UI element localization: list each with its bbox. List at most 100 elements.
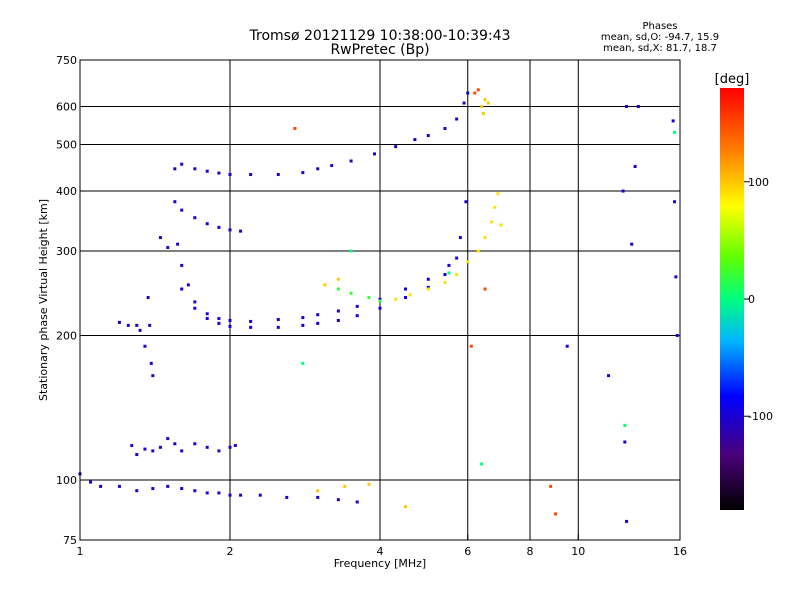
- x-tick-label: 2: [227, 545, 234, 558]
- data-point: [249, 325, 253, 329]
- data-point: [469, 344, 473, 348]
- data-point: [316, 167, 320, 171]
- data-point: [343, 484, 347, 488]
- data-point: [228, 493, 232, 497]
- data-point: [480, 105, 484, 109]
- data-point: [336, 309, 340, 313]
- data-point: [239, 493, 243, 497]
- data-point: [330, 164, 334, 168]
- x-tick-label: 10: [571, 545, 585, 558]
- chart-title: Tromsø 20121129 10:38:00-10:39:43: [249, 28, 511, 44]
- data-point: [464, 200, 468, 204]
- data-point: [135, 489, 139, 493]
- data-point: [173, 442, 177, 446]
- data-point: [173, 167, 177, 171]
- data-point: [316, 321, 320, 325]
- data-point: [403, 296, 407, 300]
- data-point: [316, 495, 320, 499]
- x-tick-label: 6: [464, 545, 471, 558]
- y-tick-label: 75: [63, 534, 77, 547]
- data-point: [193, 167, 197, 171]
- y-tick-label: 100: [56, 474, 77, 487]
- data-point: [217, 491, 221, 495]
- phase-stats-title: Phases: [642, 21, 678, 32]
- data-point: [249, 173, 253, 177]
- data-point: [180, 263, 184, 267]
- data-point: [553, 512, 557, 516]
- data-point: [349, 249, 353, 253]
- data-point: [466, 91, 470, 95]
- data-point: [483, 287, 487, 291]
- data-point: [217, 317, 221, 321]
- data-point: [176, 242, 180, 246]
- y-tick-label: 200: [56, 330, 77, 343]
- data-point: [205, 169, 209, 173]
- data-point: [373, 152, 377, 156]
- data-point: [166, 437, 170, 441]
- data-point: [316, 489, 320, 493]
- data-point: [158, 236, 162, 240]
- data-point: [205, 445, 209, 449]
- data-point: [349, 159, 353, 163]
- data-point: [301, 361, 305, 365]
- data-point: [625, 105, 629, 109]
- data-point: [130, 444, 134, 448]
- data-point: [447, 271, 451, 275]
- data-point: [249, 319, 253, 323]
- data-point: [621, 189, 625, 193]
- data-point: [193, 300, 197, 304]
- data-point: [205, 317, 209, 321]
- data-point: [462, 101, 466, 105]
- data-point: [148, 323, 152, 327]
- colorbar-tick-label: 0: [748, 293, 755, 306]
- data-point: [193, 489, 197, 493]
- data-point: [403, 287, 407, 291]
- data-point: [367, 482, 371, 486]
- data-point: [316, 313, 320, 317]
- data-point: [466, 260, 470, 264]
- data-point: [205, 312, 209, 316]
- data-point: [455, 117, 459, 121]
- x-axis-ticks: 1 2 4 6 8 10 16: [77, 534, 687, 558]
- data-point: [455, 256, 459, 260]
- data-point: [355, 500, 359, 504]
- data-point: [336, 318, 340, 322]
- data-point: [180, 487, 184, 491]
- data-point: [476, 249, 480, 253]
- data-point: [180, 208, 184, 212]
- data-point: [443, 273, 447, 277]
- data-point: [193, 442, 197, 446]
- data-point: [301, 171, 305, 175]
- data-point: [158, 445, 162, 449]
- data-point: [378, 297, 382, 301]
- data-point: [117, 484, 121, 488]
- data-point: [633, 164, 637, 168]
- data-point: [151, 487, 155, 491]
- colorbar: [720, 88, 744, 510]
- y-tick-label: 400: [56, 185, 77, 198]
- data-point: [151, 449, 155, 453]
- data-point: [301, 316, 305, 320]
- data-point: [239, 229, 243, 233]
- data-point: [89, 480, 93, 484]
- data-point: [367, 296, 371, 300]
- data-point: [180, 162, 184, 166]
- data-point: [607, 374, 611, 378]
- data-point: [146, 296, 150, 300]
- data-point: [293, 126, 297, 130]
- data-point: [490, 220, 494, 224]
- data-point: [623, 440, 627, 444]
- data-point: [674, 275, 678, 279]
- data-point: [336, 498, 340, 502]
- data-point: [481, 112, 485, 116]
- data-point: [483, 98, 487, 102]
- colorbar-ticks: 100 0 -100: [744, 176, 773, 423]
- colorbar-tick-label: 100: [748, 176, 769, 189]
- data-point: [336, 287, 340, 291]
- phase-stats-x: mean, sd,X: 81.7, 18.7: [603, 43, 717, 54]
- x-axis-label: Frequency [MHz]: [334, 557, 426, 570]
- data-point: [623, 423, 627, 427]
- data-point: [443, 126, 447, 130]
- data-point: [355, 304, 359, 308]
- data-point: [473, 91, 477, 95]
